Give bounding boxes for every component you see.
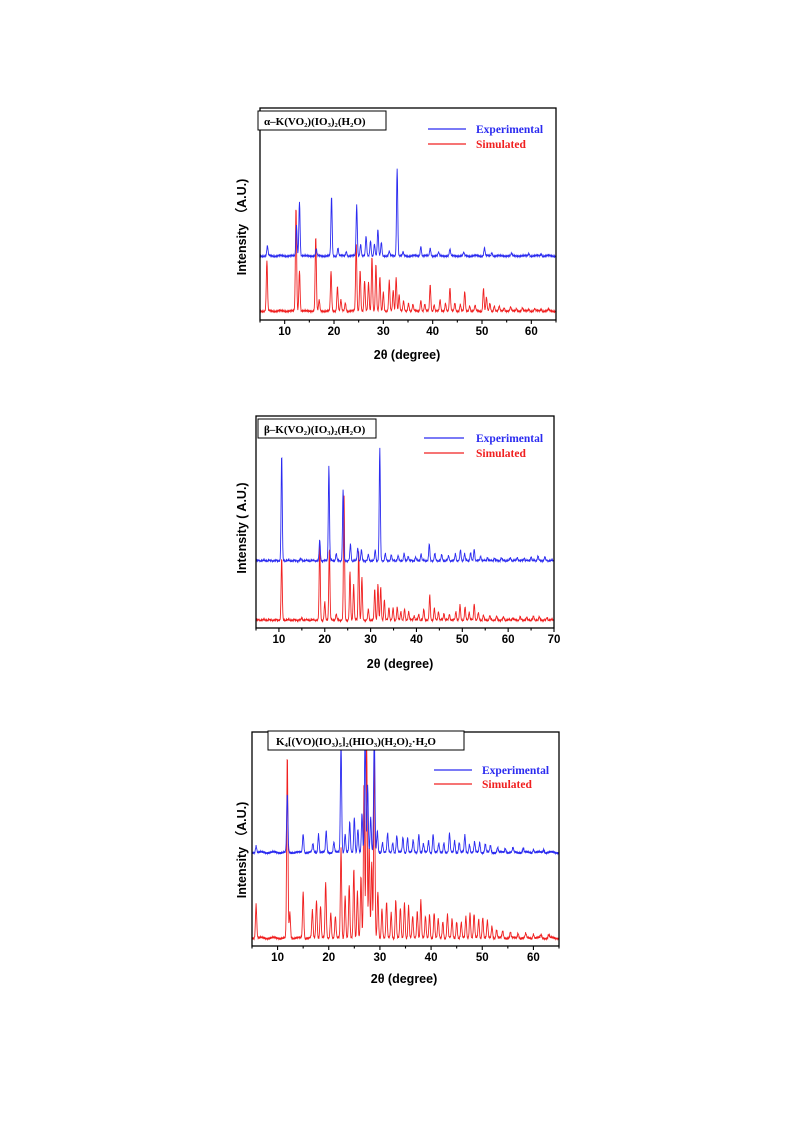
xrd-chart-alpha: Intensity （A.U.) 2θ (degree) 10 20 30 40 50 6… bbox=[234, 107, 557, 362]
x-tick-label: 70 bbox=[548, 634, 561, 646]
x-tick-label: 40 bbox=[410, 634, 423, 646]
y-axis-label: Intensity ( A.U.) bbox=[235, 482, 249, 573]
x-tick-label: 20 bbox=[328, 326, 341, 338]
x-axis-label: 2θ (degree) bbox=[367, 657, 434, 671]
x-tick-label: 30 bbox=[364, 634, 377, 646]
y-axis-label: Intensity （A.U.) bbox=[234, 802, 249, 899]
series-line-experimental bbox=[251, 733, 560, 856]
chart-title: β–K(VO₂)(IO₃)₂(H₂O) bbox=[264, 424, 366, 436]
x-tick-label: 60 bbox=[502, 634, 515, 646]
x-tick-label: 50 bbox=[476, 952, 489, 964]
title-box: α–K(VO₂)(IO₃)₂(H₂O) bbox=[257, 110, 387, 131]
x-axis-label: 2θ (degree) bbox=[374, 348, 441, 362]
legend: Experimental Simulated bbox=[428, 124, 543, 151]
x-tick-label: 30 bbox=[374, 952, 387, 964]
x-tick-label: 40 bbox=[426, 326, 439, 338]
chart-title: K₄[(VO)(IO₃)₅]₂(HIO₃)(H₂O)₂·H₂O bbox=[276, 736, 436, 748]
title-box: β–K(VO₂)(IO₃)₂(H₂O) bbox=[257, 418, 377, 439]
x-tick-label: 10 bbox=[271, 952, 284, 964]
plot-area: 10 20 30 40 50 60 bbox=[259, 107, 557, 338]
legend-simulated: Simulated bbox=[476, 448, 526, 460]
xrd-chart-k4: Intensity （A.U.) 2θ (degree) 10 20 30 40 50 6… bbox=[234, 730, 560, 986]
x-tick-label: 50 bbox=[456, 634, 469, 646]
x-tick-label: 20 bbox=[318, 634, 331, 646]
legend-experimental: Experimental bbox=[482, 765, 549, 777]
x-tick-label: 20 bbox=[322, 952, 335, 964]
legend-experimental: Experimental bbox=[476, 433, 543, 445]
series-line-experimental bbox=[259, 168, 557, 259]
title-box: K₄[(VO)(IO₃)₅]₂(HIO₃)(H₂O)₂·H₂O bbox=[267, 730, 465, 751]
legend-simulated: Simulated bbox=[476, 139, 526, 151]
legend-simulated: Simulated bbox=[482, 779, 532, 791]
legend: Experimental Simulated bbox=[434, 765, 549, 791]
x-tick-label: 60 bbox=[525, 326, 538, 338]
x-tick-label: 50 bbox=[476, 326, 489, 338]
legend: Experimental Simulated bbox=[424, 433, 543, 460]
series-line-simulated bbox=[251, 738, 560, 942]
series-line-experimental bbox=[255, 447, 555, 564]
x-tick-label: 40 bbox=[425, 952, 438, 964]
x-tick-label: 60 bbox=[527, 952, 540, 964]
series-line-simulated bbox=[259, 209, 557, 314]
x-tick-label: 10 bbox=[278, 326, 291, 338]
x-tick-label: 30 bbox=[377, 326, 390, 338]
x-axis-label: 2θ (degree) bbox=[371, 972, 438, 986]
y-axis-label: Intensity （A.U.) bbox=[234, 179, 249, 276]
x-tick-label: 10 bbox=[273, 634, 286, 646]
plot-area: 10 20 30 40 50 60 70 bbox=[255, 415, 561, 646]
legend-experimental: Experimental bbox=[476, 124, 543, 136]
chart-title: α–K(VO₂)(IO₃)₂(H₂O) bbox=[264, 116, 366, 128]
axes-frame bbox=[255, 415, 555, 629]
xrd-chart-beta: Intensity ( A.U.) 2θ (degree) 10 20 30 40 50… bbox=[235, 415, 561, 671]
series-line-simulated bbox=[255, 495, 555, 623]
